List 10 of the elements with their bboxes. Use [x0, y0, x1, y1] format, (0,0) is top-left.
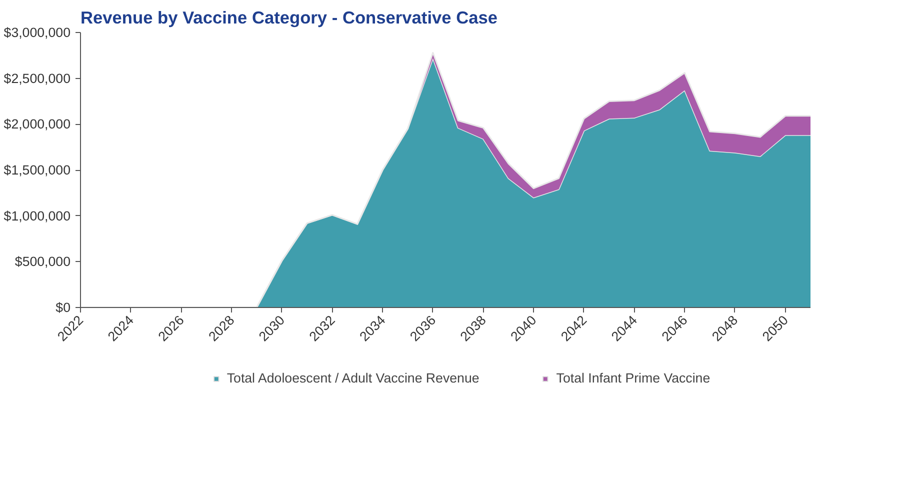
- y-tick-label: $2,000,000: [4, 116, 71, 132]
- y-tick-label: $500,000: [14, 254, 71, 270]
- chart-title: Revenue by Vaccine Category - Conservative Case: [80, 8, 498, 28]
- y-tick-label: $0: [56, 300, 71, 315]
- y-tick-label: $2,500,000: [4, 70, 71, 86]
- legend-label: Total Infant Prime Vaccine: [556, 370, 710, 386]
- y-tick-label: $3,000,000: [4, 25, 71, 40]
- y-tick-label: $1,500,000: [4, 162, 71, 178]
- y-tick-label: $1,000,000: [4, 208, 71, 224]
- legend-label: Total Adoloescent / Adult Vaccine Revenue: [226, 370, 480, 386]
